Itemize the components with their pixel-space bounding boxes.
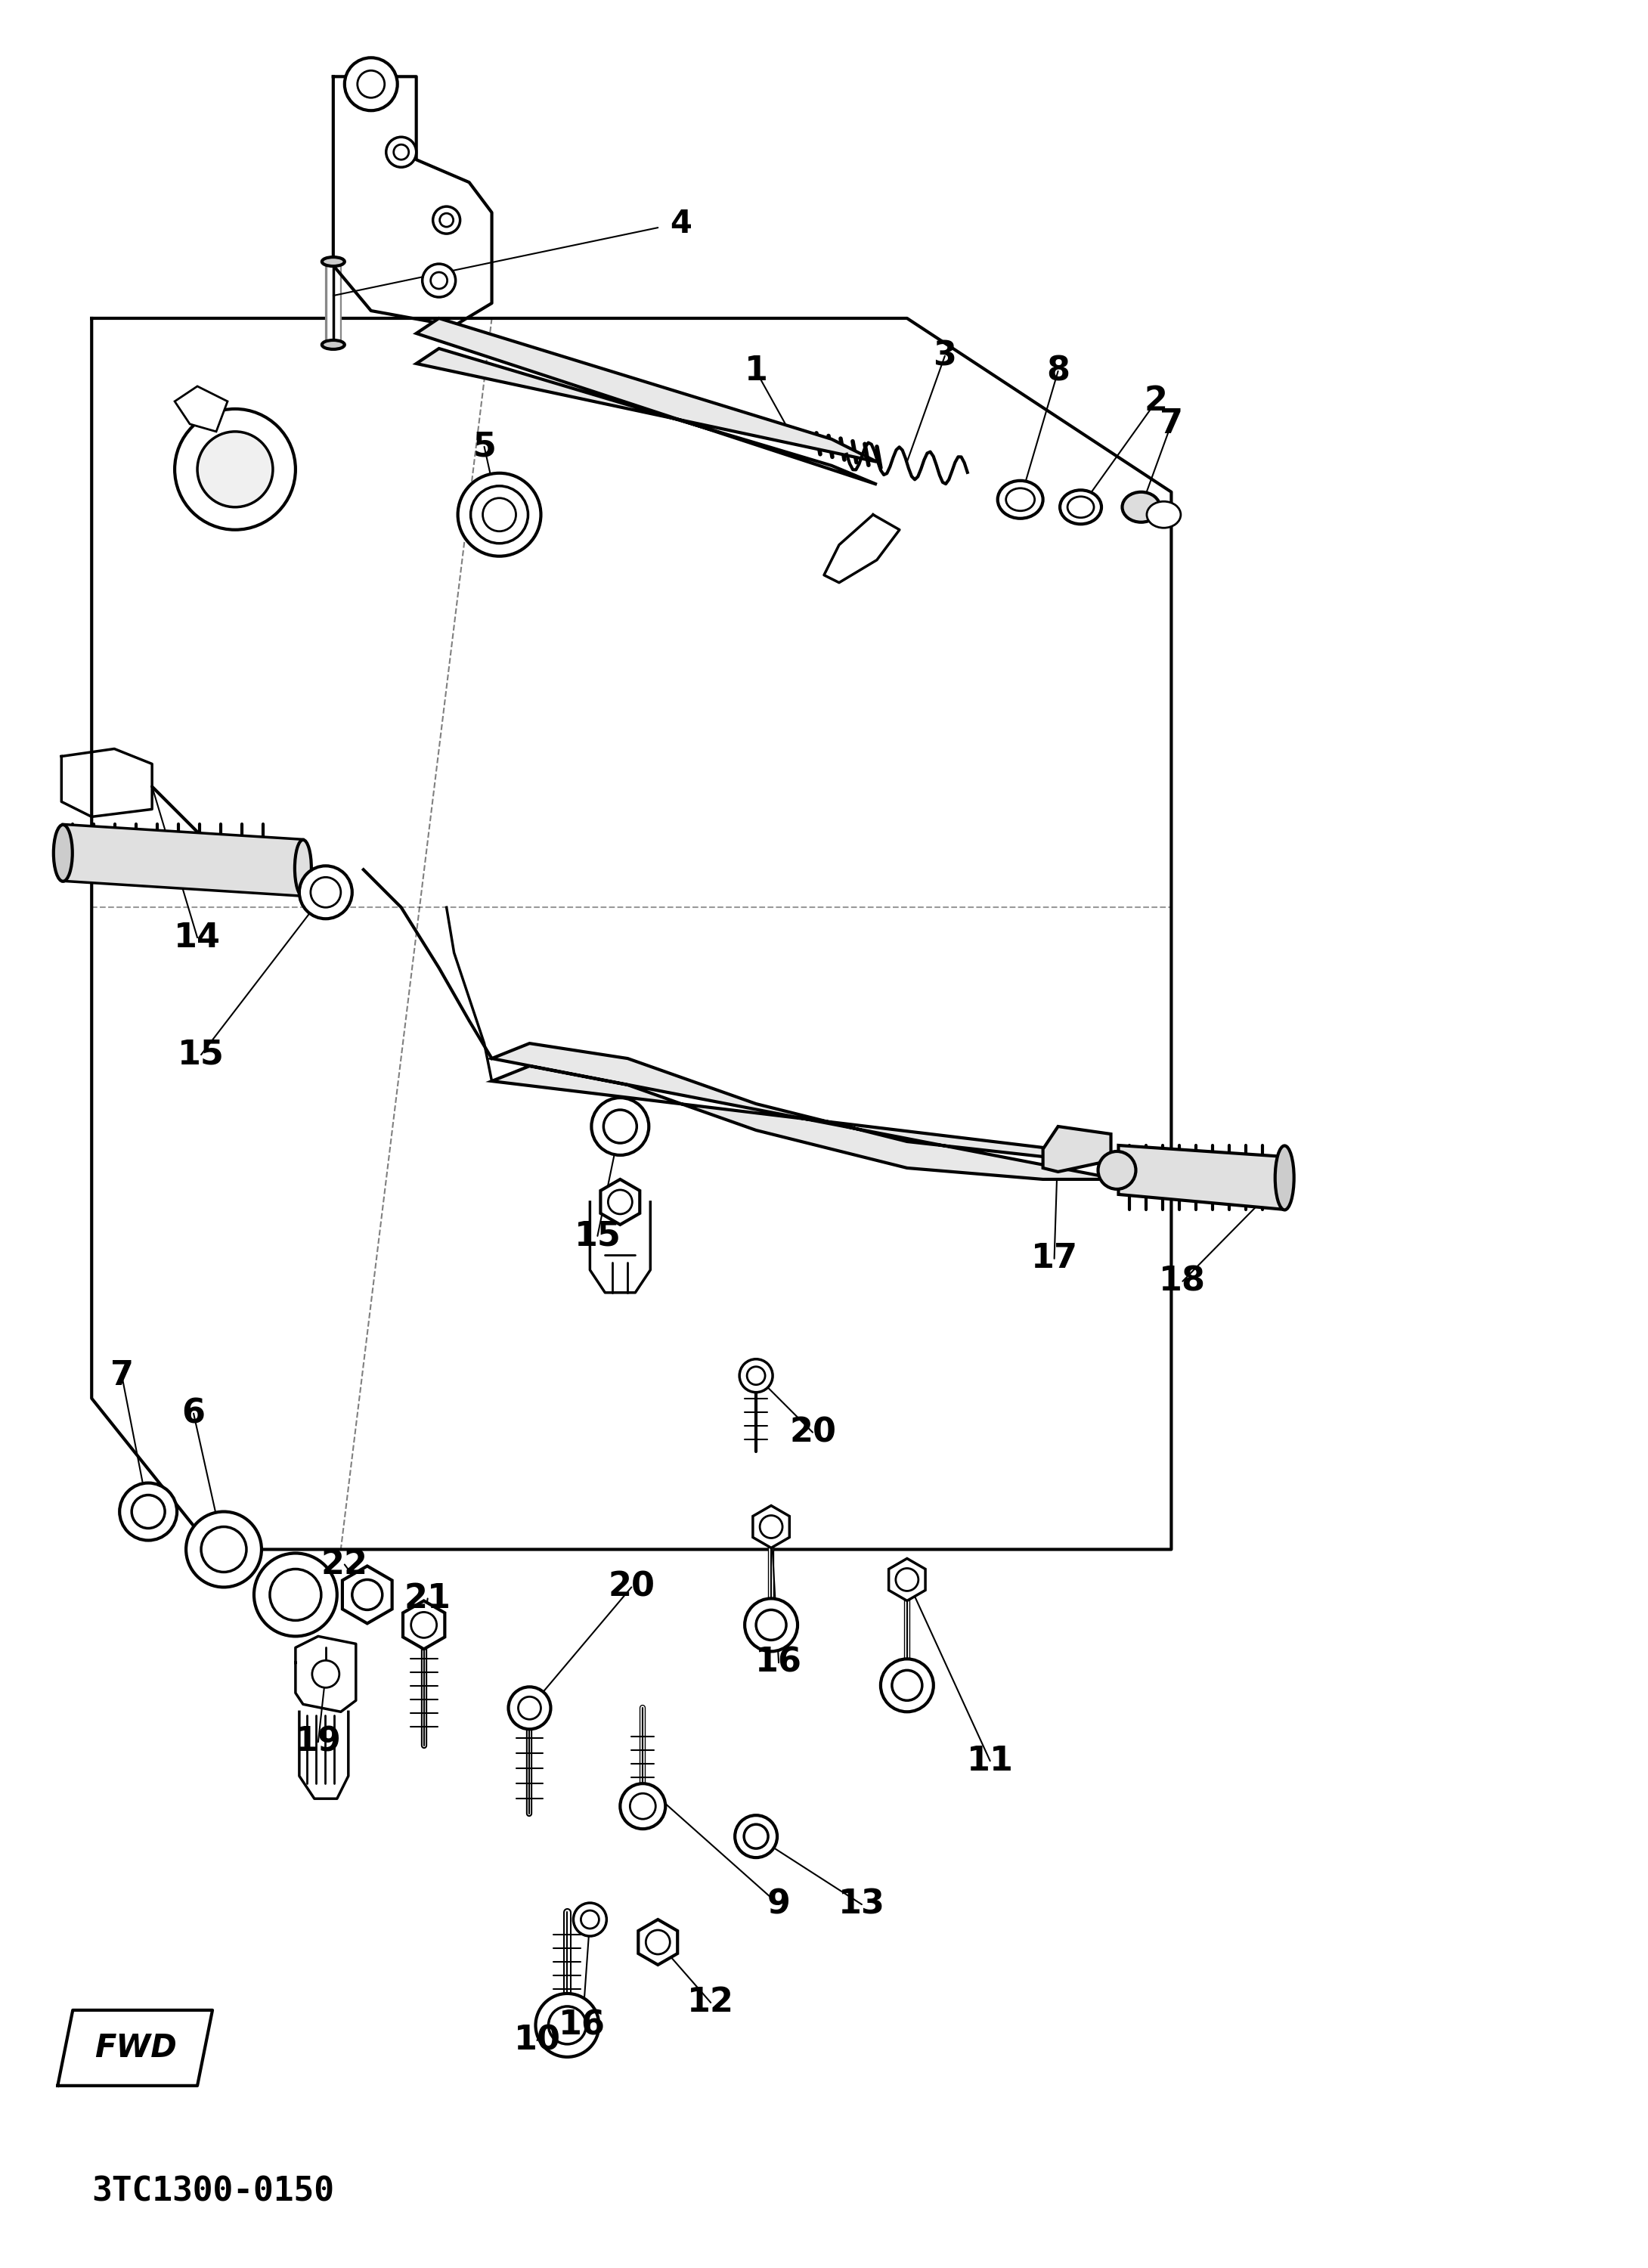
Circle shape [1098, 1152, 1135, 1188]
Circle shape [740, 1359, 773, 1393]
Circle shape [344, 57, 397, 111]
Text: 6: 6 [181, 1397, 206, 1429]
Ellipse shape [1276, 1145, 1294, 1209]
Polygon shape [402, 1601, 445, 1649]
Text: 5: 5 [473, 431, 496, 463]
Polygon shape [1119, 1145, 1284, 1209]
Text: 21: 21 [404, 1583, 452, 1615]
Text: 17: 17 [1032, 1243, 1078, 1275]
Circle shape [509, 1687, 550, 1728]
Ellipse shape [1060, 490, 1101, 524]
Circle shape [433, 206, 460, 234]
Text: 19: 19 [295, 1726, 341, 1758]
Text: 9: 9 [766, 1889, 791, 1921]
Text: 18: 18 [1159, 1266, 1206, 1297]
Circle shape [735, 1814, 778, 1857]
Circle shape [175, 408, 295, 531]
Text: 3TC1300-0150: 3TC1300-0150 [92, 2175, 335, 2207]
Text: 2: 2 [1144, 386, 1168, 417]
Polygon shape [175, 386, 227, 431]
Ellipse shape [53, 826, 73, 882]
Text: FWD: FWD [94, 2032, 176, 2064]
Text: 15: 15 [178, 1039, 224, 1070]
Text: 1: 1 [745, 354, 768, 388]
Text: 11: 11 [967, 1744, 1014, 1778]
Circle shape [458, 474, 541, 556]
Polygon shape [1043, 1127, 1111, 1173]
Circle shape [198, 431, 274, 508]
Text: 10: 10 [514, 2023, 560, 2057]
Circle shape [536, 1994, 598, 2057]
Circle shape [574, 1903, 606, 1937]
Ellipse shape [1147, 501, 1180, 528]
Circle shape [422, 263, 455, 297]
Ellipse shape [321, 340, 344, 349]
Text: 7: 7 [1160, 408, 1183, 440]
Circle shape [186, 1513, 262, 1588]
Polygon shape [888, 1558, 926, 1601]
Text: 20: 20 [789, 1415, 836, 1449]
Polygon shape [491, 1043, 1119, 1179]
Text: 22: 22 [321, 1549, 368, 1581]
Ellipse shape [997, 481, 1043, 519]
Text: 16: 16 [755, 1647, 803, 1678]
Circle shape [386, 136, 417, 168]
Circle shape [300, 866, 353, 919]
Circle shape [880, 1658, 933, 1712]
Ellipse shape [295, 839, 311, 896]
Circle shape [120, 1483, 176, 1540]
Text: 4: 4 [669, 209, 692, 240]
Text: 7: 7 [110, 1359, 133, 1393]
Text: 15: 15 [574, 1220, 621, 1252]
Ellipse shape [1122, 492, 1160, 522]
Circle shape [254, 1554, 338, 1635]
Text: 14: 14 [175, 921, 221, 955]
Text: 13: 13 [839, 1889, 885, 1921]
Ellipse shape [321, 256, 344, 265]
Text: 16: 16 [559, 2009, 606, 2041]
Polygon shape [638, 1919, 677, 1964]
Polygon shape [417, 318, 877, 485]
Circle shape [311, 1660, 339, 1687]
Text: 3: 3 [933, 340, 956, 372]
Circle shape [620, 1783, 666, 1828]
Text: 20: 20 [608, 1572, 654, 1603]
Text: 8: 8 [1046, 354, 1070, 388]
Polygon shape [63, 823, 303, 896]
Circle shape [592, 1098, 649, 1154]
Polygon shape [753, 1506, 789, 1547]
Text: 12: 12 [687, 1987, 735, 2019]
Polygon shape [343, 1565, 392, 1624]
Polygon shape [600, 1179, 639, 1225]
Circle shape [745, 1599, 798, 1651]
